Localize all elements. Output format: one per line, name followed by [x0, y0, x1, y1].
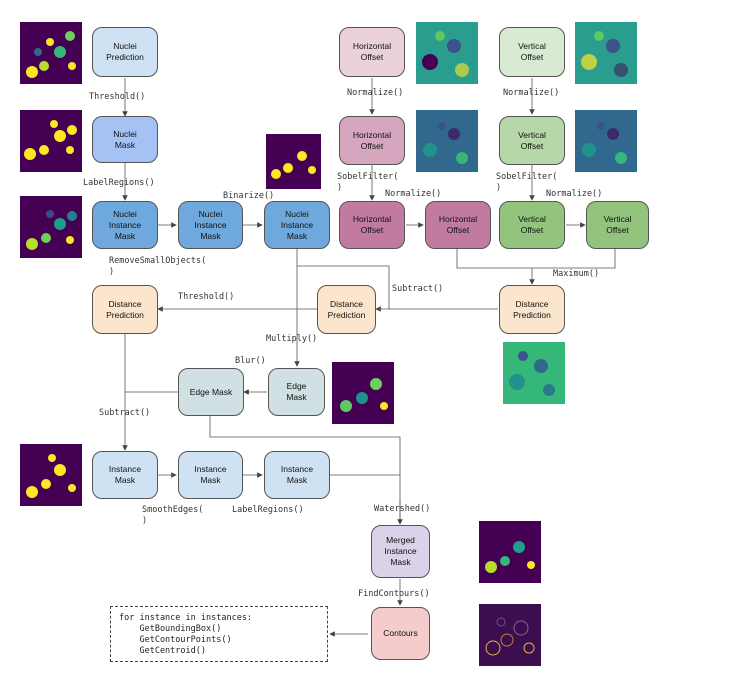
node-instance-mask-1: Instance Mask: [92, 451, 158, 499]
node-nuclei-mask: Nuclei Mask: [92, 116, 158, 163]
label-sobel-v: SobelFilter( ): [496, 172, 558, 193]
contours-thumbnail: [479, 604, 541, 666]
merged-instance-mask-thumbnail: [479, 521, 541, 583]
code-line: GetCentroid(): [119, 646, 206, 656]
label-subtract-1: Subtract(): [392, 284, 444, 294]
sobel-vertical-thumbnail: [575, 110, 637, 172]
code-block: for instance in instances: GetBoundingBo…: [110, 606, 328, 662]
label-sobel-h: SobelFilter( ): [337, 172, 399, 193]
node-horizontal-offset-3: Horizontal Offset: [339, 201, 405, 249]
label-remove-small-objects: RemoveSmallObjects( ): [109, 256, 207, 277]
node-instance-mask-2: Instance Mask: [178, 451, 243, 499]
code-line: GetContourPoints(): [119, 635, 232, 645]
node-vertical-offset-4: Vertical Offset: [586, 201, 649, 249]
label-threshold-1: Threshold(): [89, 92, 146, 102]
label-find-contours: FindContours(): [358, 589, 430, 599]
label-smooth-edges: SmoothEdges( ): [142, 505, 204, 526]
node-vertical-offset-2: Vertical Offset: [499, 116, 565, 165]
node-edge-mask-right: Edge Mask: [268, 368, 325, 416]
label-multiply: Multiply(): [266, 334, 318, 344]
label-label-regions-2: LabelRegions(): [232, 505, 304, 515]
binarized-mask-thumbnail: [266, 134, 321, 189]
node-nuclei-instance-mask-2: Nuclei Instance Mask: [178, 201, 243, 249]
label-normalize-h1: Normalize(): [347, 88, 404, 98]
label-label-regions-1: LabelRegions(): [83, 178, 155, 188]
node-vertical-offset-3: Vertical Offset: [499, 201, 565, 249]
node-nuclei-instance-mask-3: Nuclei Instance Mask: [264, 201, 330, 249]
label-maximum: Maximum(): [553, 269, 600, 279]
label-watershed: Watershed(): [374, 504, 431, 514]
sobel-horizontal-thumbnail: [416, 110, 478, 172]
edge-mask-thumbnail: [332, 362, 394, 424]
distance-prediction-thumbnail: [503, 342, 565, 404]
node-horizontal-offset-1: Horizontal Offset: [339, 27, 405, 77]
node-nuclei-instance-mask-1: Nuclei Instance Mask: [92, 201, 158, 249]
code-line: for instance in instances:: [119, 613, 253, 623]
label-subtract-2: Subtract(): [99, 408, 151, 418]
node-distance-prediction-left: Distance Prediction: [92, 285, 158, 334]
label-threshold-2: Threshold(): [178, 292, 235, 302]
node-instance-mask-3: Instance Mask: [264, 451, 330, 499]
label-normalize-h2: Normalize(): [385, 189, 442, 199]
node-distance-prediction-mid: Distance Prediction: [317, 285, 376, 334]
node-edge-mask-left: Edge Mask: [178, 368, 244, 416]
node-vertical-offset-1: Vertical Offset: [499, 27, 565, 77]
horizontal-offset-thumbnail: [416, 22, 478, 84]
node-horizontal-offset-2: Horizontal Offset: [339, 116, 405, 165]
code-line: GetBoundingBox(): [119, 624, 222, 634]
node-contours: Contours: [371, 607, 430, 660]
instance-mask-thumbnail: [20, 444, 82, 506]
label-blur: Blur(): [235, 356, 266, 366]
nuclei-instance-mask-thumbnail: [20, 196, 82, 258]
label-normalize-v1: Normalize(): [503, 88, 560, 98]
node-nuclei-prediction: Nuclei Prediction: [92, 27, 158, 77]
node-merged-instance-mask: Merged Instance Mask: [371, 525, 430, 578]
label-normalize-v2: Normalize(): [546, 189, 603, 199]
node-horizontal-offset-4: Horizontal Offset: [425, 201, 491, 249]
label-binarize: Binarize(): [223, 191, 275, 201]
nuclei-mask-thumbnail: [20, 110, 82, 172]
nuclei-prediction-thumbnail: [20, 22, 82, 84]
vertical-offset-thumbnail: [575, 22, 637, 84]
node-distance-prediction-right: Distance Prediction: [499, 285, 565, 334]
